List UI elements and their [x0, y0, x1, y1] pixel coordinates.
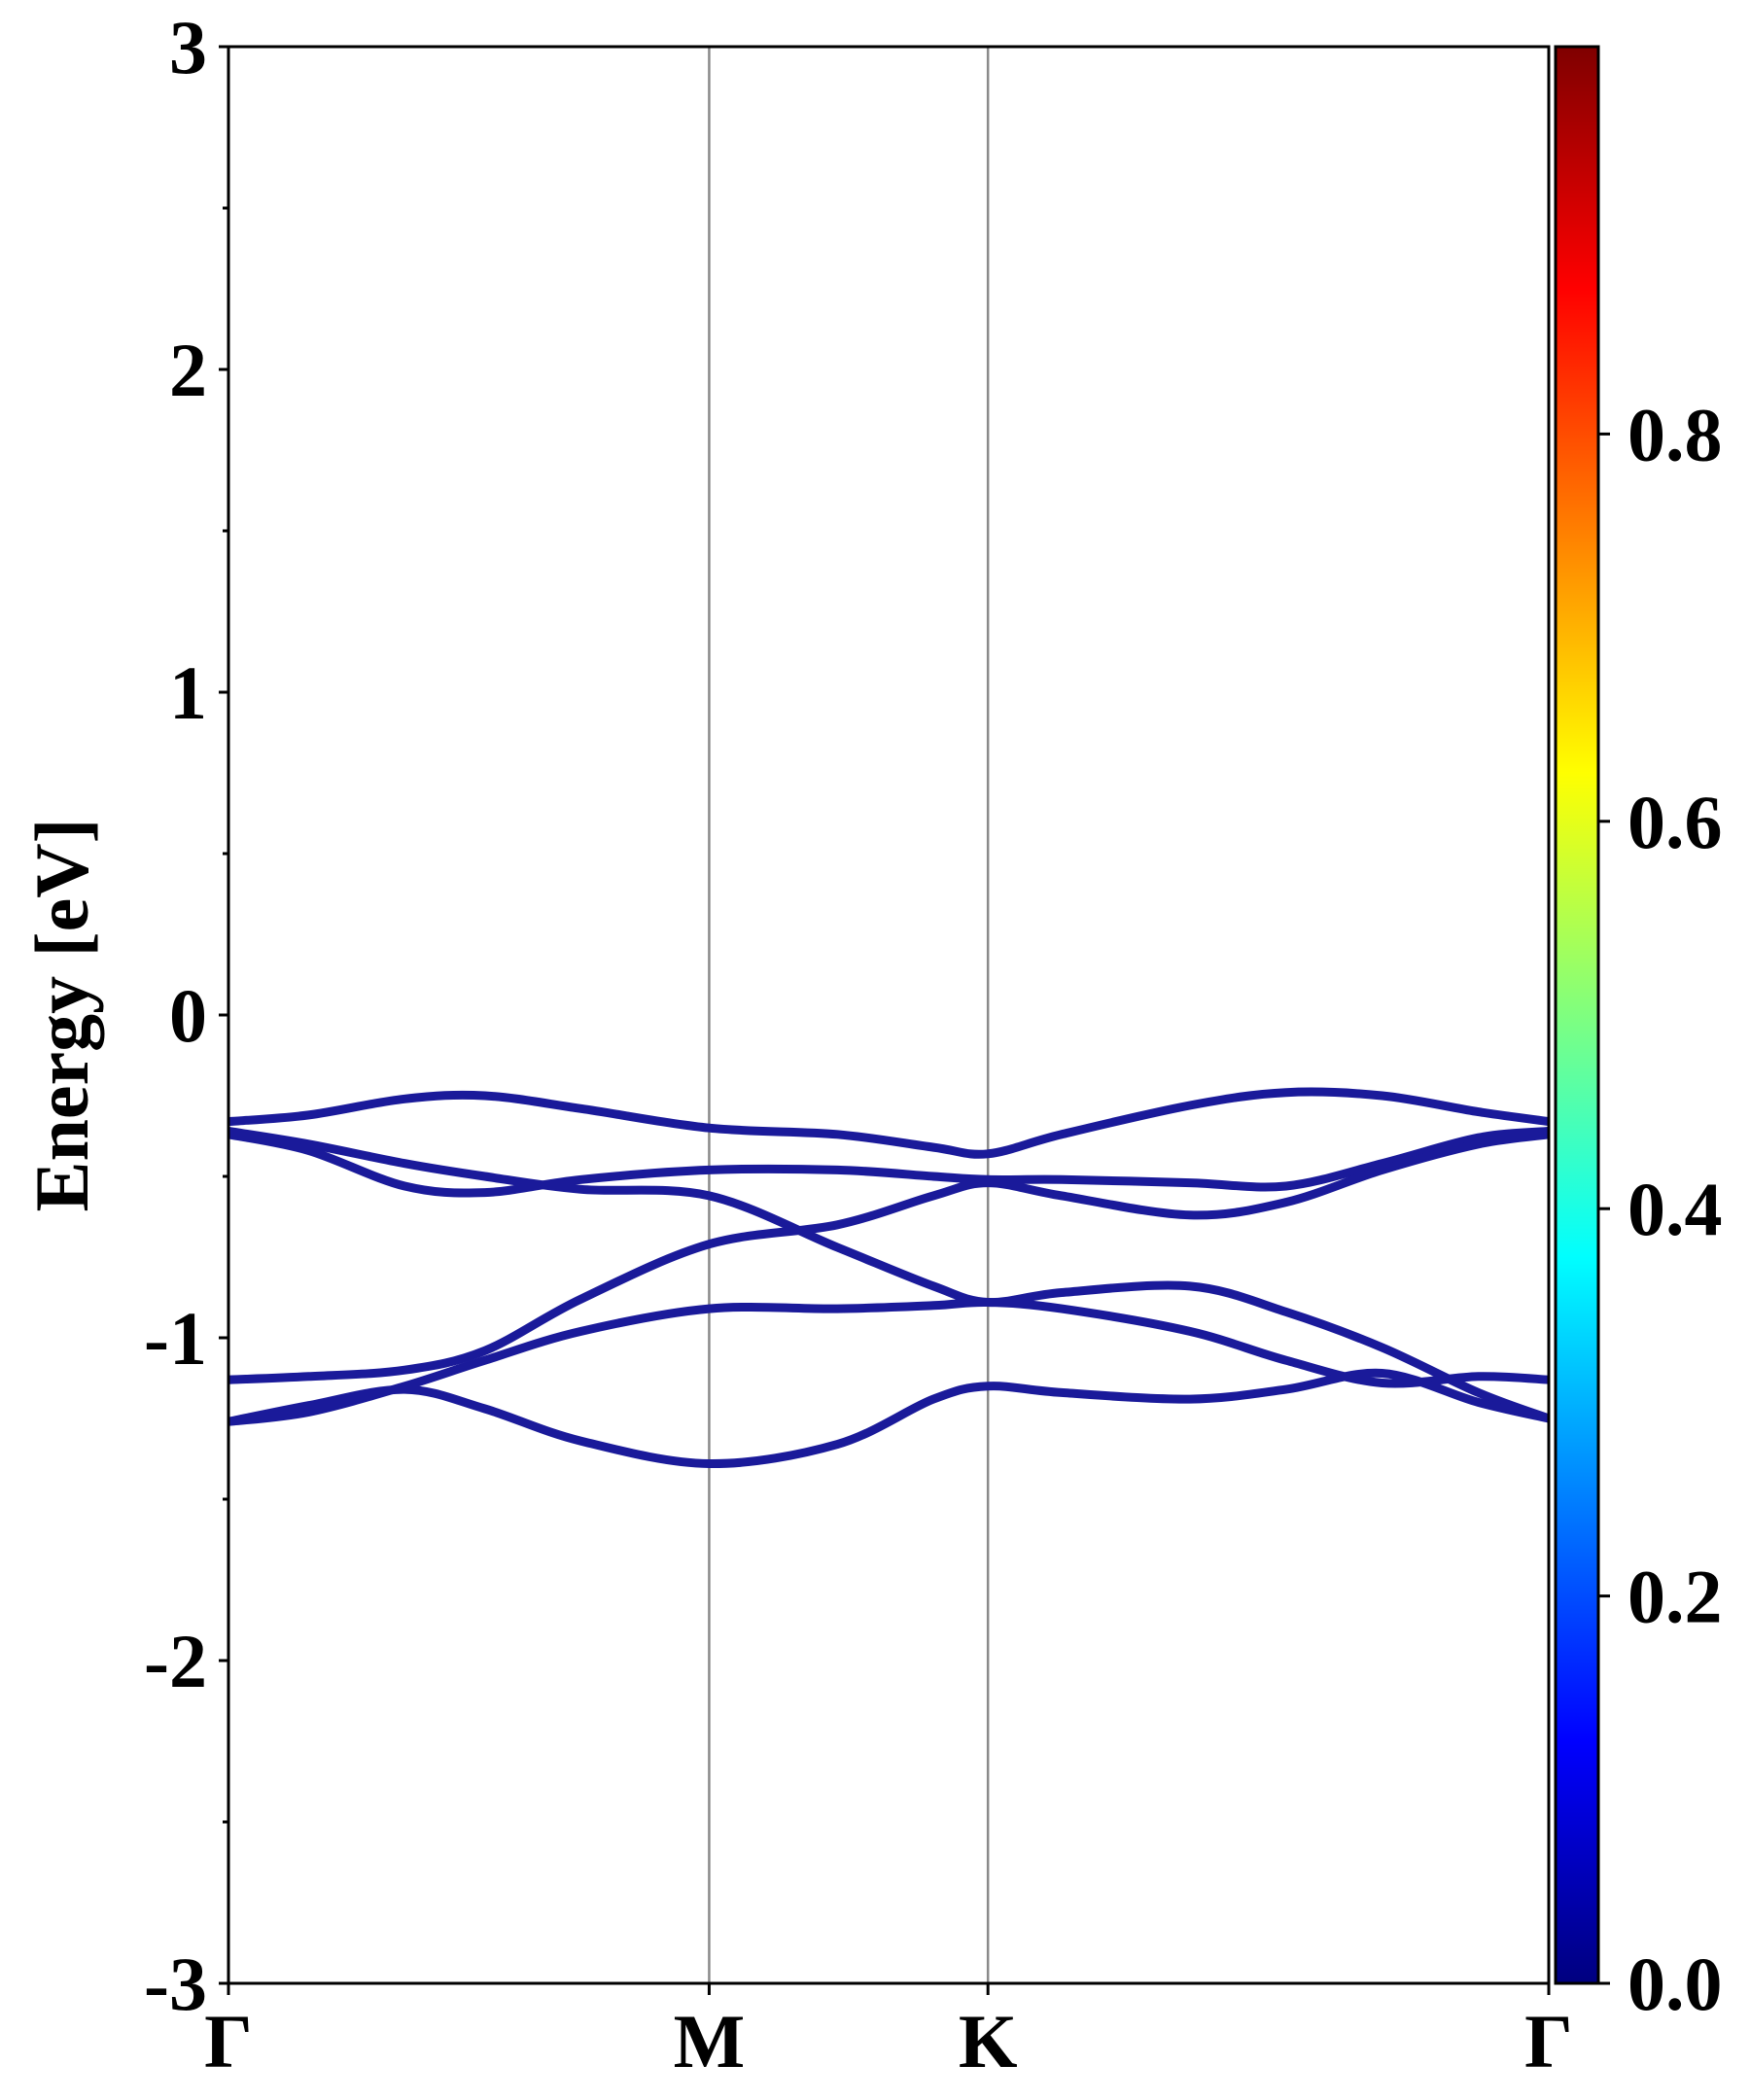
- y-tick-label: -3: [144, 1942, 207, 2026]
- colorbar-ticks: 0.0 0.2 0.4 0.6 0.8: [1598, 392, 1723, 2026]
- y-tick-label: 3: [169, 5, 207, 89]
- colorbar-gradient: [1554, 45, 1600, 1985]
- band-1: [228, 1087, 1549, 1159]
- band-3: [228, 1127, 1549, 1198]
- y-tick-label: 2: [169, 328, 207, 412]
- x-tick-label: M: [674, 1999, 746, 2083]
- band-6: [228, 1368, 1549, 1469]
- band-5: [228, 1297, 1549, 1426]
- high-symmetry-lines: [708, 47, 990, 1983]
- band-2: [228, 1127, 1549, 1423]
- plot-area: -3 -2 -1 0 1 2 3 Γ M K Γ: [144, 5, 1573, 2083]
- band-lines: [228, 1087, 1549, 1469]
- x-tick-label: K: [959, 1999, 1018, 2083]
- x-tick-label: Γ: [204, 1999, 253, 2083]
- colorbar-tick-label: 0.4: [1628, 1167, 1723, 1251]
- y-tick-label: -2: [144, 1619, 207, 1703]
- y-axis-ticks: -3 -2 -1 0 1 2 3: [144, 5, 228, 2026]
- colorbar-tick-label: 0.2: [1628, 1555, 1723, 1639]
- colorbar-tick-label: 0.6: [1628, 780, 1723, 864]
- colorbar-tick-label: 0.0: [1628, 1942, 1723, 2026]
- band-4: [228, 1130, 1549, 1384]
- y-tick-label: 1: [169, 650, 207, 735]
- colorbar: 0.0 0.2 0.4 0.6 0.8: [1554, 45, 1723, 2026]
- y-axis-label: Energy [eV]: [19, 818, 104, 1211]
- y-tick-label: 0: [169, 973, 207, 1058]
- y-tick-label: -1: [144, 1296, 207, 1381]
- plot-frame: [227, 45, 1551, 1985]
- x-tick-label: Γ: [1524, 1999, 1573, 2083]
- colorbar-tick-label: 0.8: [1628, 392, 1723, 476]
